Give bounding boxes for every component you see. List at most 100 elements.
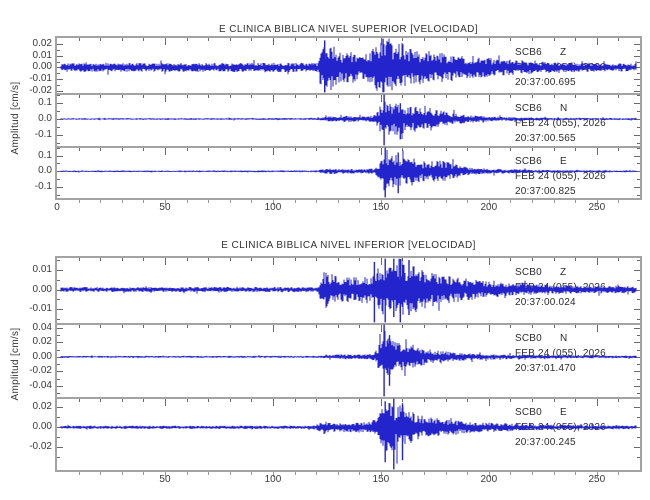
x-axis-minor-tick xyxy=(510,200,512,203)
x-minor-tick xyxy=(78,399,80,402)
x-tick-label: 100 xyxy=(264,202,282,213)
y-minor-tick-right xyxy=(637,194,640,196)
x-major-tick xyxy=(272,399,274,406)
y-minor-tick-right xyxy=(637,393,640,395)
x-axis-minor-tick xyxy=(467,200,469,203)
y-major-tick-right xyxy=(634,356,640,358)
y-major-tick xyxy=(57,90,63,92)
y-minor-tick xyxy=(57,335,60,337)
x-axis-minor-tick xyxy=(467,472,469,475)
x-minor-tick xyxy=(337,325,339,328)
x-minor-tick xyxy=(359,399,361,402)
x-minor-tick xyxy=(445,95,447,98)
x-minor-tick xyxy=(294,38,296,41)
y-tick-label: 0.02 xyxy=(32,401,52,413)
y-minor-tick xyxy=(57,95,60,97)
y-minor-tick-right xyxy=(637,299,640,301)
waveform-scb6-n xyxy=(60,94,637,146)
y-minor-tick xyxy=(57,437,60,439)
y-tick-label: 0.0 xyxy=(38,165,52,177)
panel-title-inferior: E CLINICA BIBLICA NIVEL INFERIOR [VELOCI… xyxy=(221,240,476,251)
station-code: SCB0 xyxy=(515,267,542,278)
y-axis-label-inferior: Amplitud [cm/s] xyxy=(10,327,21,401)
y-major-tick-right xyxy=(634,407,640,409)
x-tick-label: 50 xyxy=(159,474,171,485)
x-minor-tick xyxy=(467,399,469,402)
x-minor-tick xyxy=(294,258,296,261)
x-major-tick xyxy=(164,258,166,265)
x-major-tick xyxy=(272,148,274,155)
x-axis-major-tick xyxy=(596,200,598,205)
y-minor-tick-right xyxy=(637,49,640,51)
y-minor-tick xyxy=(57,457,60,459)
x-minor-tick xyxy=(337,95,339,98)
x-minor-tick xyxy=(510,148,512,151)
trace-label-block: SCB6 E FEB 24 (055), 2026 20:37:00.825 xyxy=(515,156,606,198)
x-axis-minor-tick xyxy=(316,200,318,203)
y-minor-tick xyxy=(57,163,60,165)
x-axis-minor-tick xyxy=(445,200,447,203)
x-major-tick xyxy=(488,325,490,332)
x-axis-minor-tick xyxy=(208,472,210,475)
trace-station-channel-label: SCB0 E xyxy=(515,407,606,419)
trace-date-label: FEB 24 (055), 2026 xyxy=(515,62,606,73)
y-minor-tick-right xyxy=(637,85,640,87)
x-major-tick xyxy=(488,258,490,265)
x-axis-minor-tick xyxy=(337,200,339,203)
x-axis-minor-tick xyxy=(78,472,80,475)
x-minor-tick xyxy=(78,258,80,261)
x-minor-tick xyxy=(575,325,577,328)
trace-time-label: 20:37:01.470 xyxy=(515,363,576,374)
x-tick-label: 0 xyxy=(54,202,60,213)
y-major-tick xyxy=(57,342,63,344)
y-minor-tick xyxy=(57,417,60,419)
x-minor-tick xyxy=(316,325,318,328)
station-code: SCB0 xyxy=(515,333,542,344)
x-minor-tick xyxy=(532,95,534,98)
y-tick-label: 0.02 xyxy=(32,37,52,49)
x-minor-tick xyxy=(337,258,339,261)
x-major-tick xyxy=(488,148,490,155)
trace-label-block: SCB6 Z FEB 24 (055), 2026 20:37:00.695 xyxy=(515,47,606,89)
x-minor-tick xyxy=(100,38,102,41)
channel-code: N xyxy=(560,333,568,344)
x-tick-label: 250 xyxy=(588,474,606,485)
x-minor-tick xyxy=(316,258,318,261)
y-major-tick xyxy=(57,55,63,57)
y-minor-tick-right xyxy=(637,95,640,97)
x-major-tick xyxy=(596,148,598,155)
plot-frame xyxy=(55,36,642,200)
y-minor-tick-right xyxy=(637,349,640,351)
y-tick-label: 0.00 xyxy=(32,61,52,73)
y-minor-tick-right xyxy=(637,259,640,261)
y-major-tick xyxy=(57,269,63,271)
y-minor-tick xyxy=(57,279,60,281)
x-minor-tick xyxy=(467,38,469,41)
x-axis-minor-tick xyxy=(121,472,123,475)
y-minor-tick-right xyxy=(637,142,640,144)
x-tick-label: 100 xyxy=(264,474,282,485)
x-minor-tick xyxy=(402,399,404,402)
y-minor-tick-right xyxy=(637,73,640,75)
x-minor-tick xyxy=(618,399,620,402)
x-major-tick xyxy=(380,325,382,332)
x-minor-tick xyxy=(143,95,145,98)
x-axis-minor-tick xyxy=(575,200,577,203)
waveform-scb0-n xyxy=(60,324,637,397)
x-minor-tick xyxy=(575,399,577,402)
x-minor-tick xyxy=(251,258,253,261)
x-major-tick xyxy=(380,95,382,102)
x-major-tick xyxy=(488,38,490,45)
x-minor-tick xyxy=(78,148,80,151)
x-minor-tick xyxy=(143,148,145,151)
y-minor-tick xyxy=(57,73,60,75)
y-major-tick xyxy=(57,447,63,449)
x-major-tick xyxy=(596,258,598,265)
y-axis-label-superior: Amplitud [cm/s] xyxy=(10,81,21,155)
x-minor-tick xyxy=(100,148,102,151)
x-axis-minor-tick xyxy=(445,472,447,475)
y-major-tick xyxy=(57,371,63,373)
x-minor-tick xyxy=(359,148,361,151)
y-minor-tick-right xyxy=(637,163,640,165)
